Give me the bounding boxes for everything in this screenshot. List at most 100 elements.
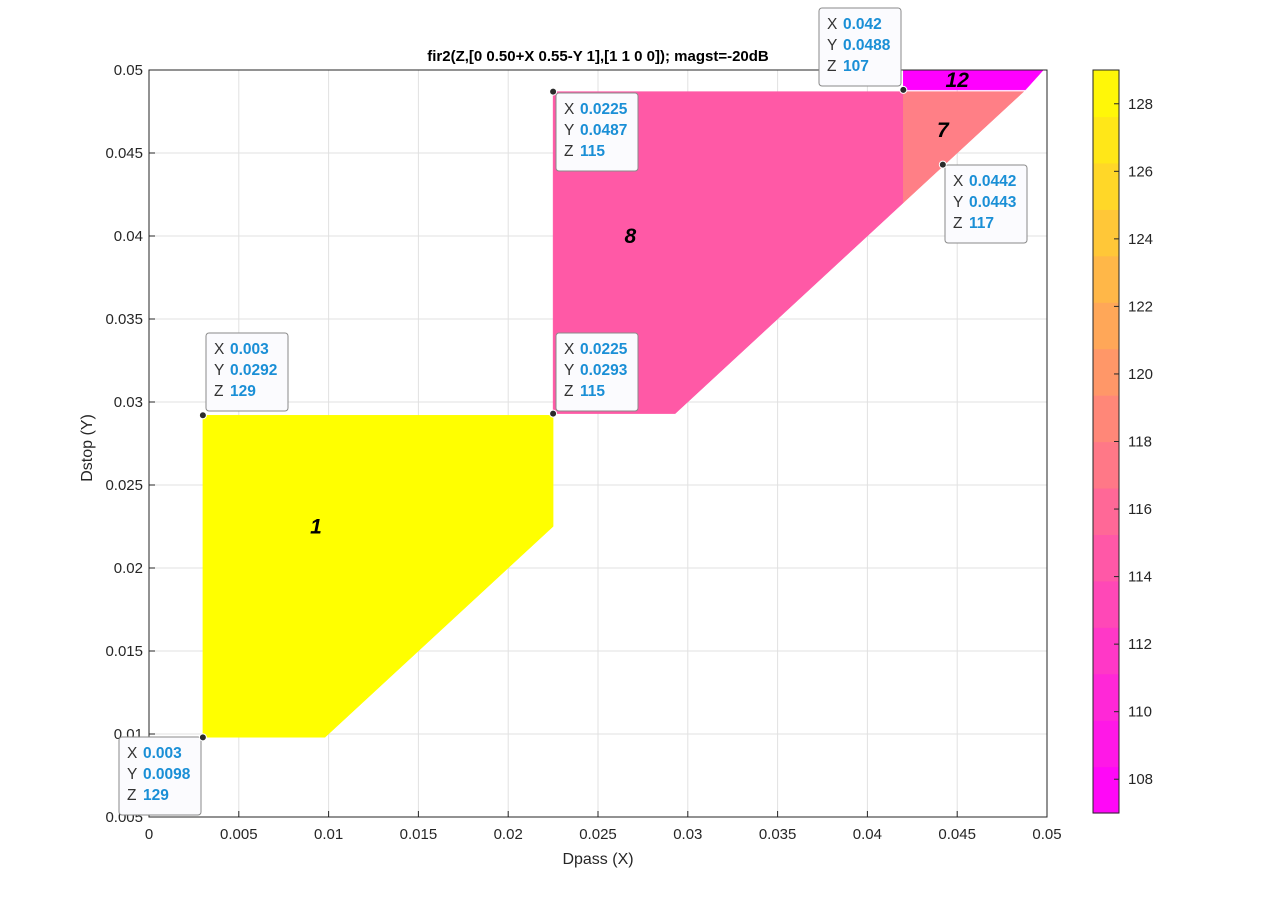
y-axis-label: Dstop (Y): [79, 414, 96, 482]
y-tick-label: 0.04: [114, 228, 143, 245]
data-tip-z-value: 129: [230, 383, 256, 400]
colorbar-band: [1093, 580, 1119, 628]
data-tip-key: X: [827, 16, 838, 33]
data-tip-key: Z: [564, 383, 573, 400]
data-tip-y-value: 0.0443: [969, 194, 1017, 211]
data-tip-z-value: 117: [969, 215, 994, 232]
colorbar: 108 110 112 114 116 118 120 122 124 126 128: [1092, 69, 1153, 814]
data-tip-box: [818, 7, 902, 87]
x-tick-label: 0.04: [853, 826, 882, 843]
data-tip-key: Y: [214, 362, 224, 379]
data-tip-x-value: 0.0225: [580, 341, 628, 358]
data-tip-y-value: 0.0487: [580, 122, 627, 139]
data-tip-x-value: 0.0442: [969, 173, 1016, 190]
data-tip-key: Z: [127, 787, 136, 804]
x-tick-label: 0.045: [938, 826, 976, 843]
data-tip[interactable]: X 0.0225 Y 0.0293 Z 115: [555, 332, 639, 412]
data-tip-marker[interactable]: [198, 411, 207, 420]
colorbar-band: [1093, 673, 1119, 721]
x-tick-label: 0.02: [494, 826, 523, 843]
colorbar-band: [1093, 395, 1119, 443]
x-tick-label: 0.015: [400, 826, 438, 843]
data-tip-box: [118, 736, 202, 816]
data-tip-marker[interactable]: [198, 733, 207, 742]
data-tip-key: Y: [827, 37, 837, 54]
data-tip-marker[interactable]: [549, 409, 558, 418]
data-tips[interactable]: X 0.003 Y 0.0098 Z 129 X 0.003 Y 0.0292 Z 129 X 0.022…: [118, 7, 1028, 816]
colorbar-tick-label: 126: [1128, 163, 1153, 180]
data-tip-key: X: [564, 101, 575, 118]
data-tip[interactable]: X 0.0442 Y 0.0443 Z 117: [944, 164, 1028, 244]
data-tip-key: X: [564, 341, 575, 358]
y-tick-label: 0.05: [114, 62, 143, 79]
data-tip[interactable]: X 0.042 Y 0.0488 Z 107: [818, 7, 902, 87]
colorbar-band: [1093, 441, 1119, 489]
data-tip-z-value: 115: [580, 143, 605, 160]
colorbar-band: [1093, 162, 1119, 210]
data-tip-marker[interactable]: [938, 160, 947, 169]
y-tick-label: 0.015: [105, 643, 143, 660]
data-tip-key: Y: [127, 766, 137, 783]
region-label: 1: [310, 516, 322, 539]
colorbar-band: [1093, 209, 1119, 257]
colorbar-tick-label: 112: [1128, 636, 1152, 653]
colorbar-tick-label: 120: [1128, 366, 1153, 383]
contour-region-7: [903, 91, 1025, 204]
x-axis-label: Dpass (X): [562, 851, 633, 868]
colorbar-band: [1093, 116, 1119, 164]
y-tick-label: 0.03: [114, 394, 143, 411]
data-tip-y-value: 0.0098: [143, 766, 191, 783]
data-tip-key: Y: [564, 362, 574, 379]
data-tip-key: Y: [953, 194, 963, 211]
data-tip-key: Z: [214, 383, 223, 400]
x-tick-label: 0.005: [220, 826, 258, 843]
x-tick-label: 0.025: [579, 826, 617, 843]
colorbar-band: [1093, 348, 1119, 396]
colorbar-tick-label: 122: [1128, 298, 1153, 315]
y-tick-label: 0.025: [105, 477, 143, 494]
y-axis-ticks: 0.0050.010.0150.020.0250.030.0350.040.04…: [105, 62, 155, 826]
x-tick-label: 0: [145, 826, 153, 843]
data-tip-key: X: [214, 341, 225, 358]
data-tip-key: Z: [953, 215, 962, 232]
colorbar-tick-label: 124: [1128, 231, 1153, 248]
y-tick-label: 0.035: [105, 311, 143, 328]
data-tip-box: [205, 332, 289, 412]
data-tip-y-value: 0.0488: [843, 37, 891, 54]
colorbar-band: [1093, 487, 1119, 535]
colorbar-band: [1093, 766, 1119, 814]
data-tip-box: [555, 92, 639, 172]
data-tip-key: Y: [564, 122, 574, 139]
data-tip-key: Z: [564, 143, 573, 160]
region-label: 12: [946, 69, 970, 92]
colorbar-tick-label: 116: [1128, 501, 1152, 518]
x-tick-label: 0.05: [1032, 826, 1061, 843]
data-tip-y-value: 0.0292: [230, 362, 277, 379]
x-axis-ticks: 0 0.005 0.01 0.015 0.02 0.025 0.03 0.035 0.04 0.0…: [145, 811, 1062, 843]
data-tip[interactable]: X 0.003 Y 0.0292 Z 129: [205, 332, 289, 412]
colorbar-tick-label: 108: [1128, 771, 1153, 788]
y-tick-label: 0.02: [114, 560, 143, 577]
colorbar-tick-label: 118: [1128, 434, 1152, 451]
contour-region-12: [903, 69, 1044, 91]
colorbar-tick-label: 128: [1128, 96, 1153, 113]
x-tick-label: 0.03: [673, 826, 702, 843]
data-tip[interactable]: X 0.003 Y 0.0098 Z 129: [118, 736, 202, 816]
colorbar-band: [1093, 302, 1119, 350]
data-tip-z-value: 115: [580, 383, 605, 400]
data-tip-key: X: [127, 745, 138, 762]
colorbar-tick-label: 114: [1128, 569, 1152, 586]
data-tip-z-value: 129: [143, 787, 169, 804]
data-tip-y-value: 0.0293: [580, 362, 628, 379]
data-tip-box: [555, 332, 639, 412]
data-tip-z-value: 107: [843, 58, 869, 75]
data-tip-marker[interactable]: [549, 87, 558, 96]
colorbar-tick-label: 110: [1128, 704, 1152, 721]
data-tip-x-value: 0.003: [230, 341, 269, 358]
colorbar-band: [1093, 720, 1119, 768]
data-tip-x-value: 0.042: [843, 16, 882, 33]
colorbar-band: [1093, 627, 1119, 675]
data-tip[interactable]: X 0.0225 Y 0.0487 Z 115: [555, 92, 639, 172]
region-labels: 1 8 7 12: [310, 69, 969, 539]
data-tip-marker[interactable]: [899, 85, 908, 94]
